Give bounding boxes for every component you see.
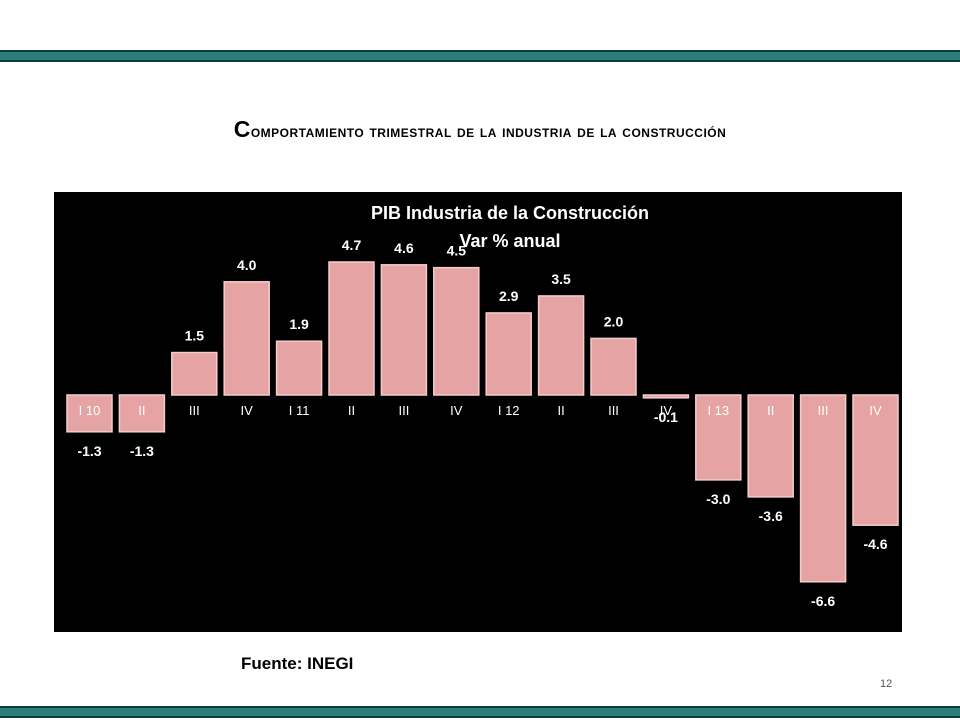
source-note: Fuente: INEGI	[241, 654, 354, 673]
bar-1	[118, 394, 166, 433]
bar-3	[223, 281, 270, 396]
bar-10	[590, 337, 637, 396]
data-label-3: 4.0	[237, 257, 257, 273]
data-label-11: -0.1	[654, 409, 678, 425]
category-label-8: I 12	[498, 403, 520, 418]
data-label-7: 4.5	[447, 243, 467, 259]
data-label-15: -4.6	[863, 536, 887, 552]
bar-5	[328, 261, 375, 396]
bar-0	[66, 394, 113, 433]
category-label-14: III	[818, 403, 829, 418]
top-band	[0, 50, 960, 62]
category-label-5: II	[348, 403, 355, 418]
slide-title-initial: C	[233, 116, 251, 142]
category-label-1: II	[138, 403, 145, 418]
data-label-14: -6.6	[811, 593, 835, 609]
data-label-13: -3.6	[759, 508, 783, 524]
slide-title: Comportamiento trimestral de la industri…	[80, 112, 880, 149]
category-label-11: IV	[660, 403, 673, 418]
category-label-6: III	[398, 403, 409, 418]
bar-8	[485, 312, 532, 396]
bar-11	[642, 394, 690, 399]
category-label-2: III	[189, 403, 200, 418]
bar-2	[171, 351, 218, 396]
data-label-6: 4.6	[394, 240, 414, 256]
bar-14	[799, 394, 847, 583]
slide-title-text: omportamiento trimestral de la industria…	[250, 122, 727, 141]
category-label-3: IV	[241, 403, 254, 418]
category-label-10: III	[608, 403, 619, 418]
chart-panel: PIB Industria de la Construcción Var % an…	[54, 192, 902, 632]
data-label-10: 2.0	[604, 313, 624, 329]
bar-15	[852, 394, 899, 526]
bar-chart: PIB Industria de la Construcción Var % an…	[66, 203, 899, 609]
data-label-12: -3.0	[706, 491, 730, 507]
category-label-9: II	[557, 403, 564, 418]
category-label-13: II	[767, 403, 774, 418]
bar-9	[537, 295, 585, 396]
bar-6	[380, 264, 428, 396]
data-label-1: -1.3	[130, 443, 154, 459]
data-label-0: -1.3	[77, 443, 101, 459]
category-label-15: IV	[869, 403, 882, 418]
bar-4	[275, 340, 323, 396]
chart-subtitle: Var % anual	[459, 231, 560, 251]
data-label-2: 1.5	[185, 328, 205, 344]
chart-title: PIB Industria de la Construcción	[371, 203, 649, 223]
bar-7	[433, 266, 480, 396]
bar-12	[695, 394, 742, 481]
category-label-4: I 11	[289, 403, 310, 418]
category-label-0: I 10	[79, 403, 101, 418]
data-label-4: 1.9	[289, 316, 309, 332]
data-label-5: 4.7	[342, 237, 362, 253]
data-label-9: 3.5	[551, 271, 571, 287]
bar-13	[747, 394, 794, 498]
category-label-12: I 13	[707, 403, 729, 418]
category-label-7: IV	[450, 403, 463, 418]
page-number: 12	[880, 678, 893, 690]
bottom-band	[0, 706, 960, 718]
data-label-8: 2.9	[499, 288, 519, 304]
